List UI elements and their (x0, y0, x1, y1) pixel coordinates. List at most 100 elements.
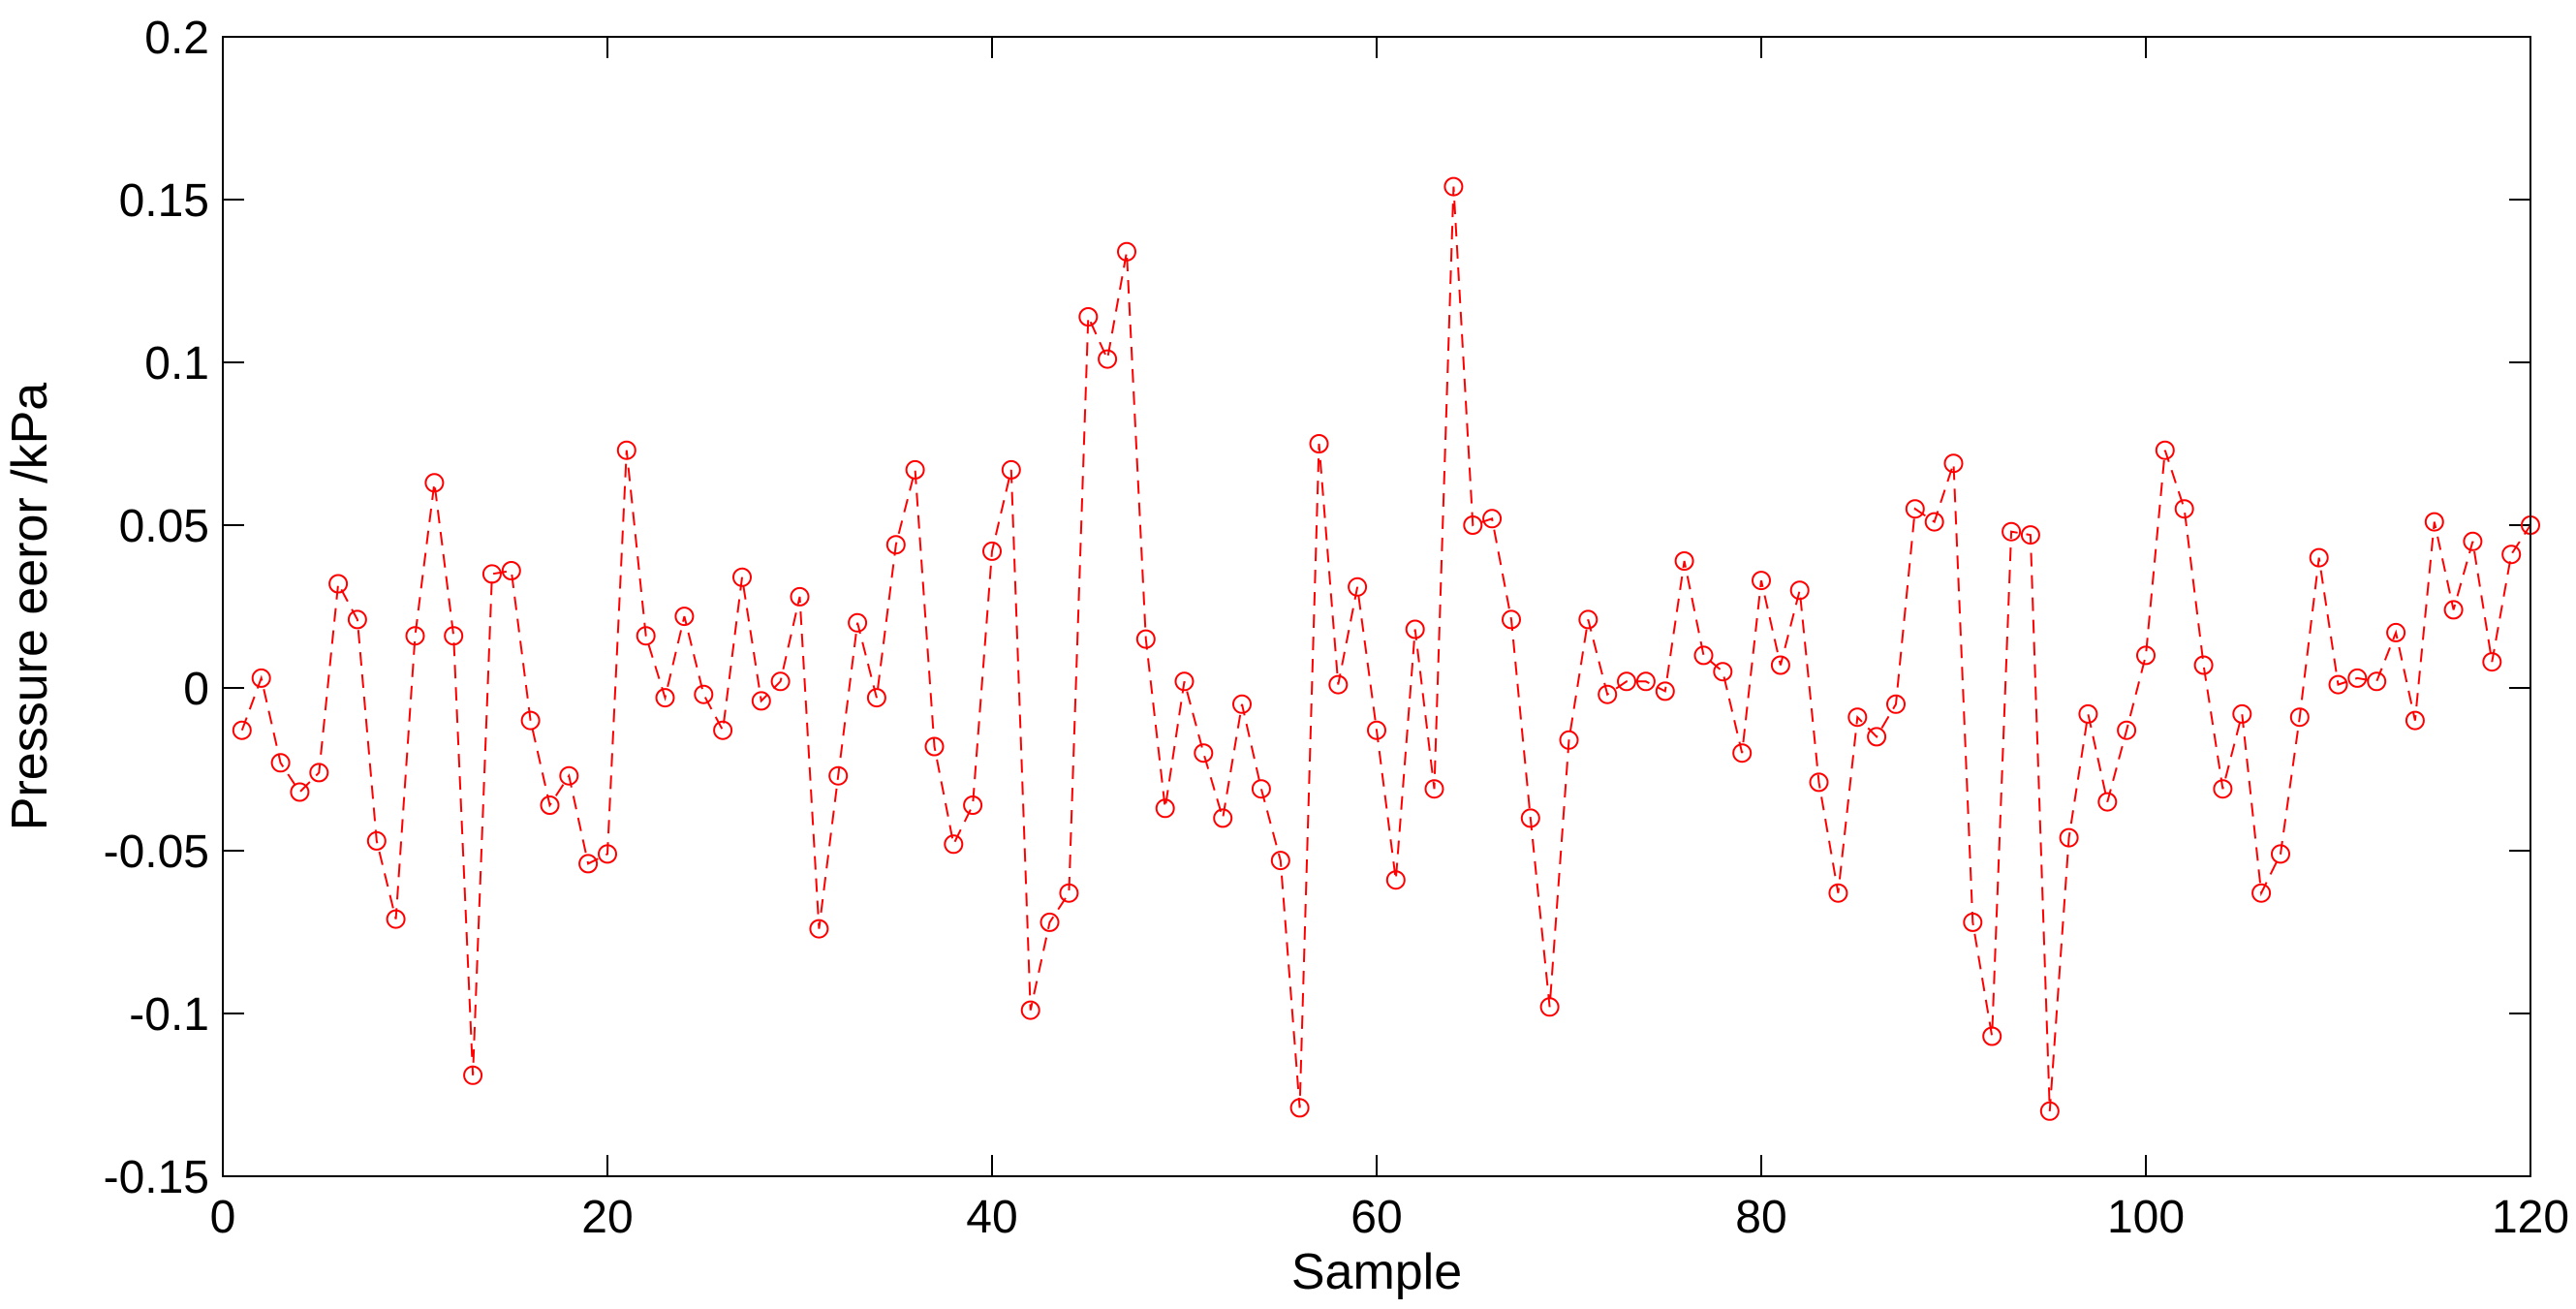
x-axis-label: Sample (1291, 1244, 1462, 1300)
data-point (2463, 531, 2483, 551)
data-point (655, 688, 675, 708)
data-point (924, 736, 945, 757)
data-point (1405, 619, 1425, 639)
data-point (540, 795, 560, 815)
data-point (1828, 883, 1848, 903)
data-point (2289, 707, 2310, 728)
data-point (1963, 912, 1983, 932)
data-point (1001, 459, 1021, 480)
data-point (2405, 710, 2425, 731)
data-point (1789, 580, 1810, 601)
data-point (1155, 798, 1175, 819)
data-point (2271, 844, 2290, 864)
data-point (520, 710, 541, 731)
y-axis-label: Pressure eeror /kPa (2, 383, 58, 830)
data-point (2155, 440, 2175, 460)
data-point (1635, 671, 1656, 692)
x-tick-label: 20 (581, 1192, 633, 1243)
data-point (1598, 684, 1618, 704)
data-point (1289, 1098, 1310, 1118)
data-point (1732, 743, 1753, 764)
data-point (290, 782, 310, 802)
data-point (1232, 694, 1252, 714)
data-point (770, 671, 791, 692)
data-point (2482, 652, 2502, 672)
data-point (848, 612, 868, 633)
x-tick-label: 80 (1735, 1192, 1786, 1243)
data-point (1213, 808, 1233, 828)
data-point (1539, 997, 1560, 1017)
data-point (366, 830, 387, 851)
data-point (2309, 547, 2329, 568)
data-point (2443, 600, 2464, 620)
data-point (2347, 668, 2368, 688)
data-point (1385, 870, 1406, 890)
data-point (1982, 1026, 2002, 1046)
data-point (866, 688, 886, 708)
data-point (2251, 883, 2272, 903)
data-point (1463, 515, 1483, 535)
data-point (1424, 779, 1444, 799)
data-point (1135, 629, 1156, 649)
data-point (2174, 499, 2194, 519)
data-point (501, 561, 521, 580)
data-point (944, 834, 964, 855)
data-point (1174, 671, 1195, 692)
y-tick-label: 0.05 (119, 501, 209, 552)
data-point (1867, 727, 1887, 747)
data-point (1059, 883, 1079, 903)
data-point (2059, 827, 2079, 848)
data-point (1847, 707, 1868, 728)
data-point (2232, 703, 2252, 724)
data-point (1559, 730, 1579, 750)
data-point (1905, 499, 1925, 519)
data-point (2501, 545, 2522, 565)
data-point (713, 720, 733, 740)
data-point (1117, 241, 1136, 262)
data-point (982, 541, 1002, 561)
data-point (963, 795, 983, 815)
data-point (751, 691, 771, 711)
y-tick-label: -0.15 (104, 1152, 209, 1203)
data-point (2039, 1101, 2060, 1121)
data-point (1943, 453, 1964, 474)
data-point (1770, 655, 1790, 675)
data-point (636, 626, 656, 646)
data-point (1270, 851, 1290, 871)
data-point (405, 626, 425, 646)
data-point (905, 459, 925, 480)
y-tick-label: -0.1 (129, 989, 209, 1041)
data-point (232, 720, 252, 740)
data-point (1578, 609, 1598, 630)
data-point (1098, 349, 1118, 369)
data-point (1886, 694, 1906, 714)
data-point (1367, 720, 1386, 740)
data-point (2117, 720, 2137, 740)
data-point (2386, 622, 2406, 642)
data-point (1020, 1000, 1040, 1020)
axis-ticks: 0 20 40 60 80 100 120 -0.15 -0.1 -0.05 0 0.05 0.1 0.1… (104, 13, 2569, 1243)
data-point (1693, 645, 1714, 666)
data-point (1194, 743, 1214, 764)
data-point (828, 765, 849, 786)
data-point (328, 574, 349, 594)
x-tick-label: 60 (1350, 1192, 1402, 1243)
data-point (2193, 655, 2214, 675)
data-point (251, 668, 271, 688)
data-point (1752, 571, 1771, 591)
data-point (2078, 703, 2098, 724)
data-point (1251, 779, 1271, 799)
data-point (1482, 509, 1503, 529)
x-tick-label: 120 (2492, 1192, 2569, 1243)
data-point (2213, 779, 2233, 799)
data-point (1309, 434, 1329, 453)
y-tick-label: 0.15 (119, 175, 209, 227)
data-point (2020, 525, 2040, 545)
x-tick-label: 0 (210, 1192, 236, 1243)
data-point (1674, 551, 1694, 571)
data-point (481, 564, 502, 584)
data-point (885, 535, 906, 555)
plot-frame (222, 36, 2531, 1177)
y-tick-label: 0.1 (144, 338, 209, 390)
